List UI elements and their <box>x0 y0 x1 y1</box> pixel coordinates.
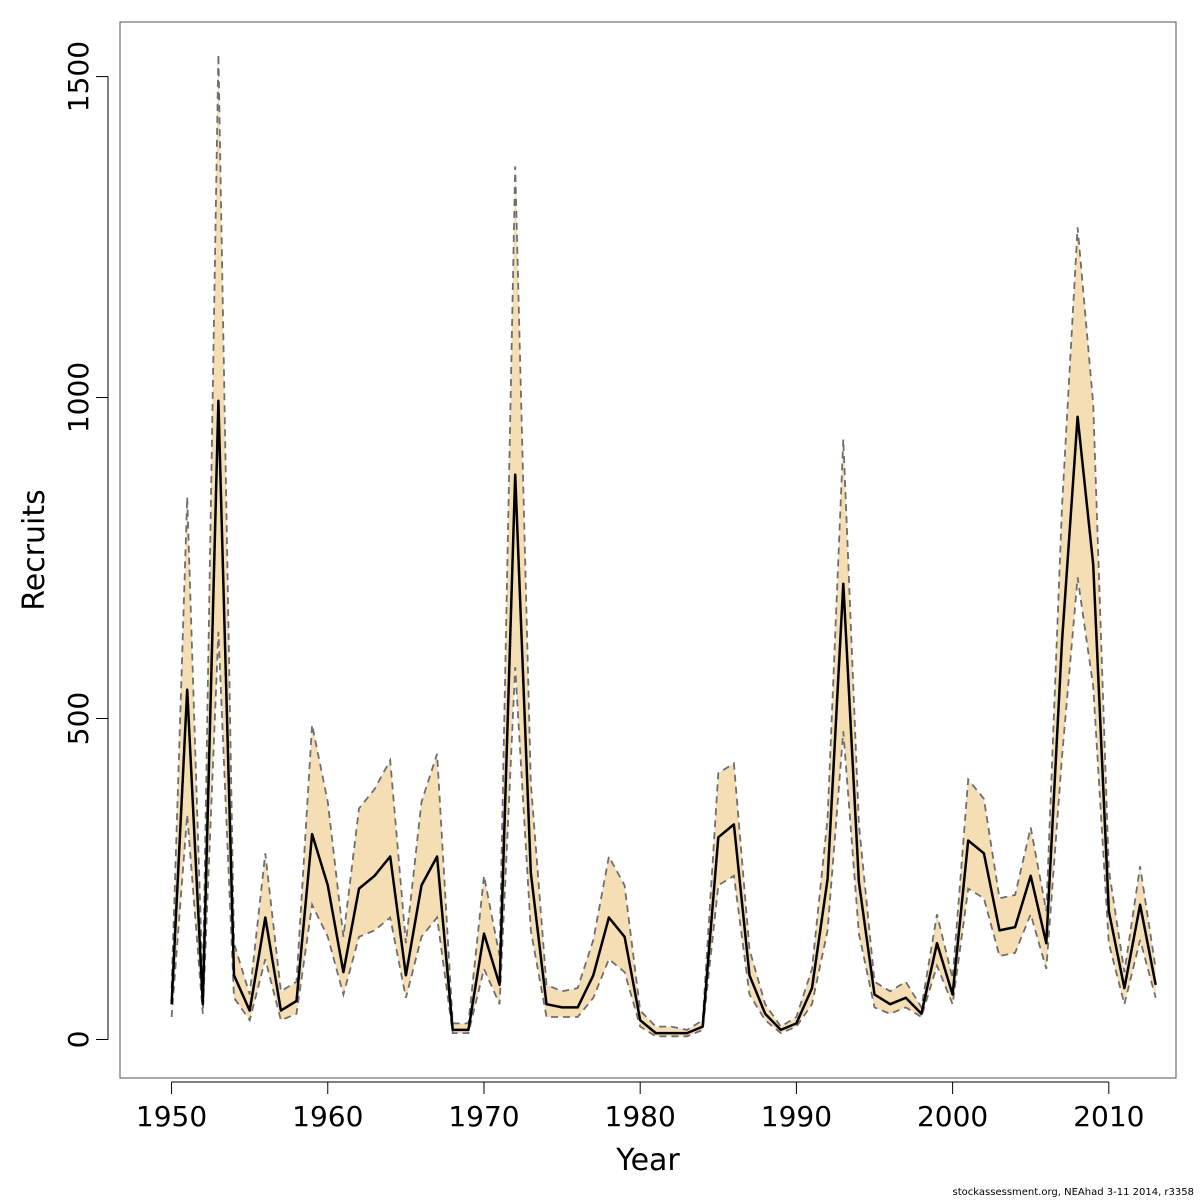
x-axis-title: Year <box>615 1143 680 1178</box>
y-tick-label: 500 <box>62 692 95 745</box>
lower-bound-line <box>170 577 1157 1038</box>
x-tick-label: 1960 <box>292 1100 363 1133</box>
x-tick-label: 1980 <box>605 1100 676 1133</box>
plot-box <box>119 21 1177 1079</box>
confidence-band <box>171 54 1156 1037</box>
upper-bound-line <box>170 54 1157 1031</box>
y-tick-label: 1000 <box>62 362 95 433</box>
x-tick-label: 1970 <box>448 1100 519 1133</box>
y-tick-label: 0 <box>62 1031 95 1049</box>
recruits-series <box>170 399 1157 1035</box>
y-axis: 0 500 1000 1500 <box>62 41 109 1049</box>
confidence-band-area <box>171 54 1156 1037</box>
recruits-line <box>170 399 1157 1035</box>
x-tick-label: 1990 <box>761 1100 832 1133</box>
x-tick-label: 1950 <box>136 1100 207 1133</box>
x-tick-label: 2010 <box>1073 1100 1144 1133</box>
y-axis-title: Recruits <box>17 489 52 611</box>
y-tick-label: 1500 <box>62 41 95 112</box>
footer-note: stockassessment.org, NEAhad 3-11 2014, r… <box>952 1187 1194 1198</box>
confidence-bounds <box>170 54 1157 1038</box>
x-axis: 1950 1960 1970 1980 1990 2000 2010 <box>136 1081 1144 1133</box>
x-tick-label: 2000 <box>917 1100 988 1133</box>
